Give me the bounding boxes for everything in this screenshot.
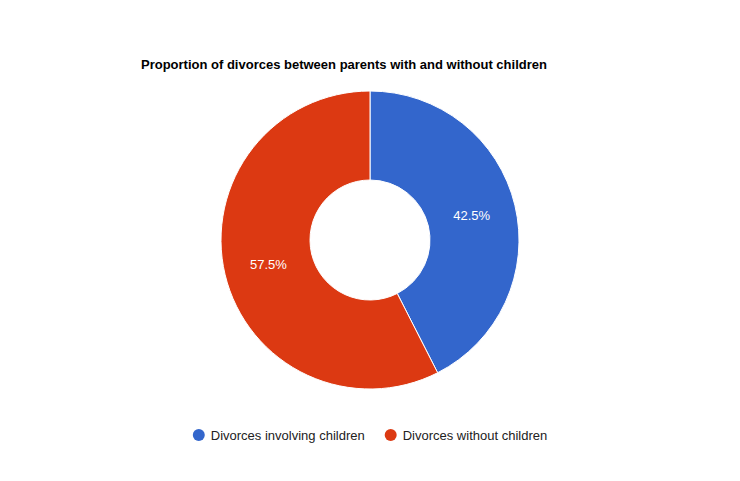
legend: Divorces involving children Divorces with… xyxy=(193,428,547,443)
legend-item: Divorces without children xyxy=(385,428,548,443)
legend-label: Divorces without children xyxy=(403,428,548,443)
data-label: 42.5% xyxy=(453,208,490,223)
legend-swatch xyxy=(193,429,205,441)
data-label: 57.5% xyxy=(250,257,287,272)
legend-label: Divorces involving children xyxy=(211,428,365,443)
title: Proportion of divorces between parents w… xyxy=(141,57,547,72)
data-labels: 42.5% 57.5% xyxy=(250,208,491,272)
slice xyxy=(221,91,438,389)
legend-swatch xyxy=(385,429,397,441)
chart: Proportion of divorces between parents w… xyxy=(0,0,740,481)
legend-item: Divorces involving children xyxy=(193,428,365,443)
slices xyxy=(221,91,519,389)
